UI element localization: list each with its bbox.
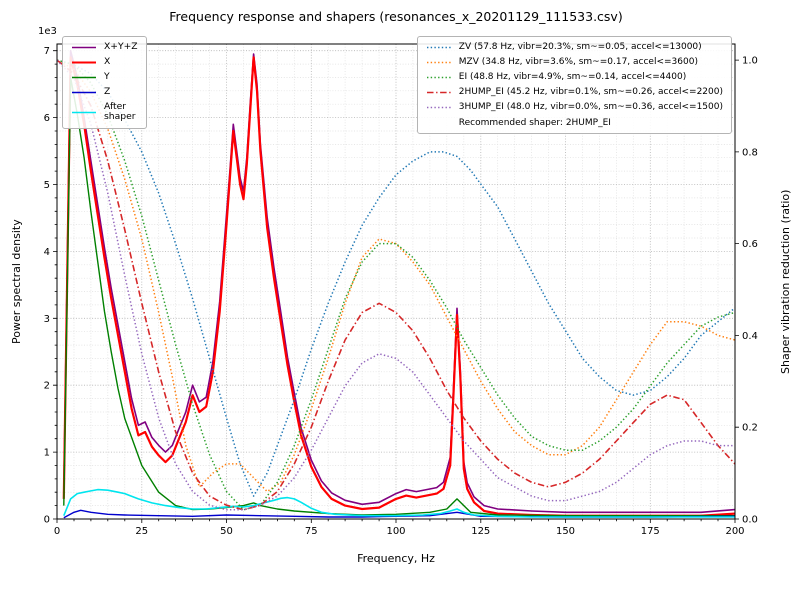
- series-x: [62, 56, 735, 517]
- legend-shapers: ZV (57.8 Hz, vibr=20.3%, sm~=0.05, accel…: [416, 36, 732, 134]
- legend-entry: Z: [71, 87, 138, 98]
- y-tick-label-right: 0.4: [742, 331, 758, 342]
- plot-border: [56, 43, 736, 520]
- series-y: [63, 76, 735, 517]
- x-tick-label: 50: [220, 526, 233, 537]
- y-axis-offset-text: 1e3: [38, 26, 57, 37]
- legend-entry: Y: [71, 72, 138, 83]
- legend-line-sample-icon: [426, 106, 451, 109]
- grid-major: [56, 44, 736, 520]
- y-tick-label-left: 4: [44, 247, 50, 258]
- legend-label: Y: [104, 71, 110, 83]
- legend-entry: X+Y+Z: [71, 42, 138, 53]
- legend-line-sample-icon: [72, 111, 96, 114]
- y-axis-label-left: Power spectral density: [10, 219, 23, 344]
- axis-ticks: [53, 50, 739, 523]
- y-tick-label-left: 1: [44, 448, 50, 459]
- series-shaper-ei: [57, 59, 735, 511]
- series-shaper-3hump-ei: [57, 59, 735, 511]
- y-tick-label-right: 0.2: [742, 423, 758, 434]
- legend-line-sample-icon: [426, 91, 451, 94]
- series-after-shaper: [63, 488, 735, 518]
- legend-entry: EI (48.8 Hz, vibr=4.9%, sm~=0.14, accel<…: [426, 72, 723, 83]
- legend-label: After shaper: [104, 101, 136, 123]
- y-tick-label-left: 6: [44, 113, 50, 124]
- chart-title: Frequency response and shapers (resonanc…: [169, 9, 623, 24]
- y-tick-label-right: 0.6: [742, 239, 758, 250]
- legend-entry: After shaper: [71, 101, 138, 123]
- legend-entry: 3HUMP_EI (48.0 Hz, vibr=0.0%, sm~=0.36, …: [426, 102, 723, 113]
- x-tick-label: 125: [471, 526, 490, 537]
- legend-label: MZV (34.8 Hz, vibr=3.6%, sm~=0.17, accel…: [458, 57, 698, 68]
- legend-label: Z: [104, 86, 111, 98]
- y-tick-label-left: 5: [44, 180, 50, 191]
- legend-line-sample-icon: [72, 46, 96, 49]
- x-tick-label: 200: [725, 526, 744, 537]
- y-tick-label-right: 1.0: [742, 56, 758, 67]
- series-group: [57, 49, 735, 519]
- legend-line-sample-icon: [72, 91, 96, 94]
- legend-line-sample-icon: [72, 76, 96, 79]
- legend-label: X+Y+Z: [104, 41, 138, 53]
- legend-label: ZV (57.8 Hz, vibr=20.3%, sm~=0.05, accel…: [458, 42, 702, 53]
- legend-line-sample-icon: [426, 46, 451, 49]
- y-tick-label-left: 7: [44, 46, 50, 57]
- legend-line-sample-icon: [72, 61, 96, 64]
- x-tick-label: 0: [54, 526, 60, 537]
- y-tick-label-left: 0: [44, 515, 50, 526]
- legend-note: Recommended shaper: 2HUMP_EI: [458, 118, 611, 128]
- legend-line-sample-icon: [426, 76, 451, 79]
- x-tick-label: 100: [386, 526, 405, 537]
- y-tick-label-left: 2: [44, 381, 50, 392]
- x-tick-label: 175: [641, 526, 660, 537]
- legend-label: 2HUMP_EI (45.2 Hz, vibr=0.1%, sm~=0.26, …: [458, 87, 723, 98]
- legend-entry: MZV (34.8 Hz, vibr=3.6%, sm~=0.17, accel…: [426, 57, 723, 68]
- legend-entry: 2HUMP_EI (45.2 Hz, vibr=0.1%, sm~=0.26, …: [426, 87, 723, 98]
- y-tick-label-left: 3: [44, 314, 50, 325]
- y-tick-label-right: 0.0: [742, 515, 758, 526]
- y-tick-label-right: 0.8: [742, 147, 758, 158]
- legend-line-sample-icon: [426, 61, 451, 64]
- x-axis-label: Frequency, Hz: [357, 552, 435, 565]
- legend-entry: X: [71, 57, 138, 68]
- y-axis-label-right: Shaper vibration reduction (ratio): [779, 189, 792, 374]
- legend-label: 3HUMP_EI (48.0 Hz, vibr=0.0%, sm~=0.36, …: [458, 102, 723, 113]
- series-shaper-mzv: [57, 59, 735, 493]
- x-tick-label: 75: [305, 526, 318, 537]
- x-tick-label: 150: [556, 526, 575, 537]
- x-tick-label: 25: [135, 526, 148, 537]
- legend-label: X: [104, 56, 111, 68]
- legend-label: EI (48.8 Hz, vibr=4.9%, sm~=0.14, accel<…: [458, 72, 687, 83]
- legend-psd: X+Y+Z X Y Z After shaper: [62, 36, 147, 129]
- legend-entry: ZV (57.8 Hz, vibr=20.3%, sm~=0.05, accel…: [426, 42, 723, 53]
